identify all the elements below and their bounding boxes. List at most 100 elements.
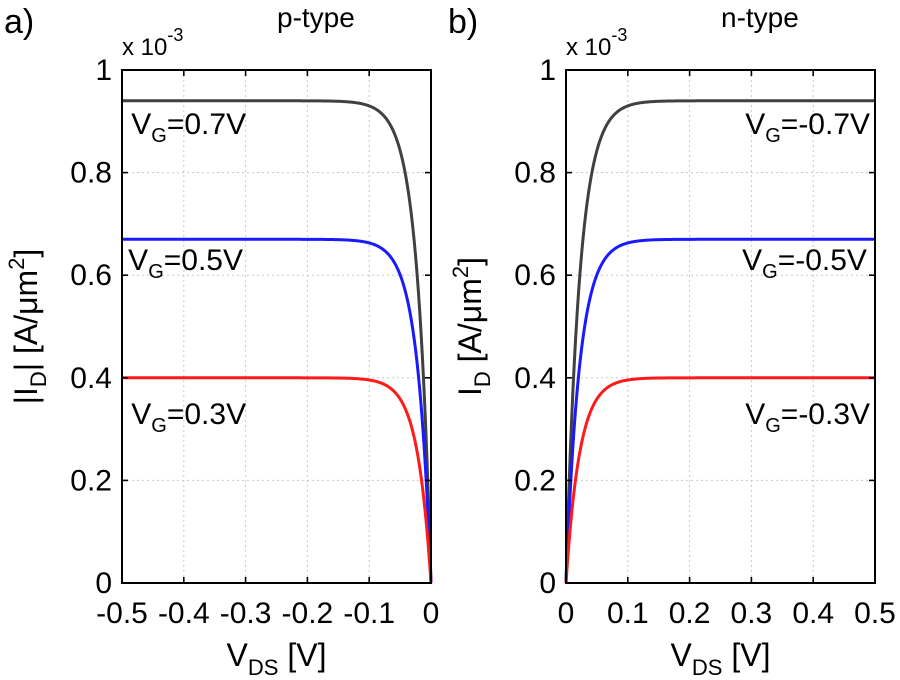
y-tick-label: 0.8: [514, 157, 556, 190]
x-tick-label-text: 0.2: [669, 597, 711, 630]
x-tick-label-text: 0.3: [731, 597, 773, 630]
series-line: [122, 376, 433, 584]
x-axis-label-main: V: [671, 637, 693, 673]
panel-title: n-type: [721, 2, 799, 33]
y-tick-label-text: 1: [95, 54, 112, 87]
y-tick-label-text: 0.8: [514, 157, 556, 190]
x-tick-label: 0: [558, 597, 575, 630]
series-line: [564, 237, 875, 584]
series-label-value: =0.3V: [167, 398, 246, 431]
panel-label: b): [448, 3, 478, 41]
series-label: VG=0.5V: [128, 244, 243, 283]
y-axis-label-main: I: [452, 387, 488, 396]
series-label-main: V: [128, 244, 148, 277]
series-label-main: V: [131, 398, 151, 431]
x-tick-label: 0.1: [607, 597, 649, 630]
scale-exponent: -3: [167, 25, 183, 45]
y-axis-label-subscript: D: [26, 371, 51, 387]
y-axis-label-unit: | [A/μm: [8, 270, 44, 371]
series-label-value: =-0.3V: [781, 398, 870, 431]
series-label-value: =-0.5V: [778, 244, 867, 277]
series-label-value: =0.5V: [164, 244, 243, 277]
x-axis-label-main: V: [227, 637, 249, 673]
y-axis-label-close: ]: [8, 249, 44, 258]
x-tick-label: -0.2: [282, 597, 334, 630]
series-label: VG=0.3V: [131, 398, 246, 437]
y-tick-label-text: 0.6: [70, 259, 112, 292]
y-axis-label-close: ]: [452, 257, 488, 266]
panel-label-text: a): [4, 3, 34, 41]
y-axis-label-superscript: 2: [4, 258, 29, 270]
panel-title-text: p-type: [277, 2, 355, 33]
scale-base: x 10: [566, 34, 611, 61]
x-tick-label-text: 0.1: [607, 597, 649, 630]
plot-area: [566, 70, 875, 583]
y-tick-label: 0: [95, 567, 112, 600]
series-label-subscript: G: [148, 261, 164, 283]
y-tick-label: 1: [95, 54, 112, 87]
y-tick-label-text: 0.2: [70, 464, 112, 497]
y-axis-label-unit: [A/μm: [452, 278, 488, 371]
x-tick-label-text: 0: [423, 597, 440, 630]
y-axis-label-subscript: D: [470, 371, 495, 387]
y-axis-label: |ID| [A/μm2]: [4, 249, 51, 405]
series-label-value: =-0.7V: [781, 108, 870, 141]
x-tick-label: 0.4: [792, 597, 834, 630]
y-tick-label: 0.4: [514, 362, 556, 395]
x-tick-label-text: -0.3: [220, 597, 272, 630]
y-tick-label: 0.2: [70, 464, 112, 497]
series-label: VG=-0.3V: [745, 398, 870, 437]
y-tick-label-text: 0.8: [70, 157, 112, 190]
panel-title: p-type: [277, 2, 355, 33]
y-tick-label: 0.6: [514, 259, 556, 292]
scale-exponent: -3: [611, 25, 627, 45]
x-tick-label-text: -0.1: [343, 597, 395, 630]
series-label-main: V: [131, 108, 151, 141]
series-label-subscript: G: [151, 415, 167, 437]
panel-title-text: n-type: [721, 2, 799, 33]
x-tick-label: 0: [423, 597, 440, 630]
y-tick-label: 0.6: [70, 259, 112, 292]
y-tick-label: 0.4: [70, 362, 112, 395]
x-tick-label: -0.5: [96, 597, 148, 630]
series-label-value: =0.7V: [167, 108, 246, 141]
series-line: [122, 99, 433, 584]
x-axis-label: VDS [V]: [227, 637, 327, 680]
series-label-subscript: G: [151, 125, 167, 147]
series-label-main: V: [745, 108, 765, 141]
x-axis-label-subscript: DS: [692, 655, 723, 680]
y-axis-label-superscript: 2: [448, 266, 473, 278]
x-tick-label: 0.3: [731, 597, 773, 630]
y-tick-label-text: 0.2: [514, 464, 556, 497]
series-label-subscript: G: [765, 415, 781, 437]
y-tick-label-text: 1: [539, 54, 556, 87]
panel-label-text: b): [448, 3, 478, 41]
scale-base: x 10: [122, 34, 167, 61]
x-tick-label-text: 0.5: [854, 597, 896, 630]
series-label: VG=-0.7V: [745, 108, 870, 147]
series-label-subscript: G: [762, 261, 778, 283]
y-tick-label-text: 0.4: [70, 362, 112, 395]
x-tick-label: -0.1: [343, 597, 395, 630]
y-axis-label-main: |I: [8, 387, 44, 404]
x-tick-label-text: 0.4: [792, 597, 834, 630]
x-axis-label-unit: [V]: [278, 637, 326, 673]
y-tick-label-text: 0: [95, 567, 112, 600]
y-axis-label: ID [A/μm2]: [448, 257, 495, 396]
scale-multiplier: x 10-3: [122, 25, 183, 61]
y-tick-label: 0: [539, 567, 556, 600]
y-tick-label: 1: [539, 54, 556, 87]
plot-area: [122, 70, 431, 583]
x-tick-label-text: -0.2: [282, 597, 334, 630]
x-tick-label-text: -0.5: [96, 597, 148, 630]
x-axis-label-subscript: DS: [248, 655, 279, 680]
series-label: VG=-0.5V: [742, 244, 867, 283]
x-axis-label: VDS [V]: [671, 637, 771, 680]
y-tick-label: 0.2: [514, 464, 556, 497]
scale-multiplier: x 10-3: [566, 25, 627, 61]
x-tick-label-text: -0.4: [158, 597, 210, 630]
x-tick-label-text: 0: [558, 597, 575, 630]
